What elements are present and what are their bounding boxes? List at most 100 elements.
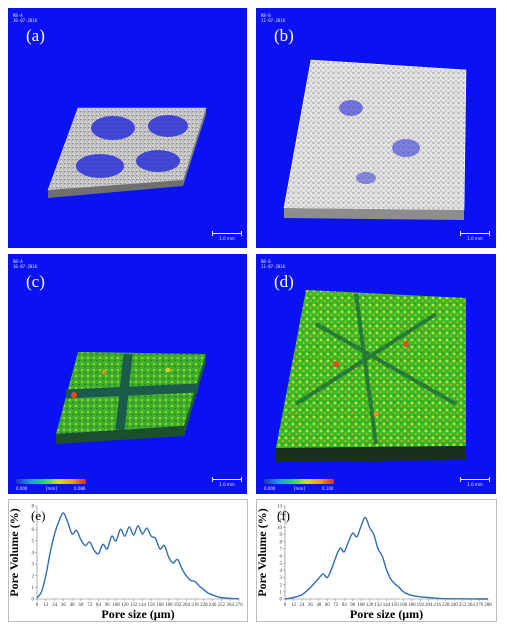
- chart-label: (e): [31, 508, 45, 523]
- panel-b-label: (b): [274, 26, 294, 45]
- x-tick-label: 48: [316, 603, 322, 608]
- panel-c-thickness-map: [56, 352, 206, 444]
- y-tick-label: 6: [32, 528, 35, 533]
- x-tick-label: 240: [450, 603, 458, 608]
- x-tick-label: 108: [357, 603, 365, 608]
- x-tick-label: 264: [467, 603, 475, 608]
- panel-d-scalebar: 1.0 mm: [460, 477, 490, 487]
- panel-a-fiber-block: [47, 107, 207, 198]
- y-tick-label: 6: [280, 555, 283, 560]
- x-tick-label: 288: [484, 603, 492, 608]
- x-tick-label: 120: [366, 603, 374, 608]
- x-tick-label: 252: [218, 603, 226, 608]
- panel-c-colorbar-max: 0.086: [74, 486, 86, 491]
- x-axis-title: Pore size (μm): [101, 607, 174, 621]
- y-tick-label: 0: [280, 598, 283, 603]
- panel-c-colorbar-unit: [mm]: [46, 486, 57, 491]
- x-tick-label: 228: [442, 603, 450, 608]
- x-tick-label: 168: [156, 603, 164, 608]
- chart-f: 0 12 24 36 48 60 72 84 96 108 120 132 144 156 168 180 19…: [255, 499, 497, 622]
- y-tick-label: 12: [277, 512, 283, 517]
- y-tick-label: 10: [277, 526, 283, 531]
- panel-a-image: RB-A 16-07-2016 (a) 1.0 mm: [8, 8, 247, 248]
- y-tick-label: 3: [280, 576, 283, 581]
- series-line: [284, 516, 489, 600]
- x-tick-label: 276: [235, 603, 243, 608]
- x-tick-label: 216: [434, 603, 442, 608]
- x-tick-label: 24: [299, 603, 305, 608]
- y-axis-title: Pore Volume (%): [9, 508, 21, 596]
- x-tick-label: 204: [183, 603, 191, 608]
- panel-c-label: (c): [26, 272, 45, 291]
- x-tick-label: 0: [36, 603, 39, 608]
- x-tick-label: 156: [391, 603, 399, 608]
- y-tick-label: 9: [280, 533, 283, 538]
- x-tick-label: 48: [70, 603, 76, 608]
- x-tick-label: 144: [139, 603, 147, 608]
- panel-d-label: (d): [274, 272, 294, 291]
- y-tick-label: 1: [280, 590, 283, 595]
- x-tick-label: 60: [78, 603, 84, 608]
- x-tick-label: 72: [87, 603, 93, 608]
- x-tick-label: 36: [308, 603, 314, 608]
- chart-label: (f): [277, 508, 290, 523]
- y-tick-label: 1: [32, 586, 35, 591]
- x-tick-label: 180: [165, 603, 173, 608]
- panel-b-image: RB-B 11-07-2016 (b) 1.0 mm: [256, 8, 496, 248]
- panel-d-image: RB-B 11-07-2016 (d) 0.000 [mm] 0.100 1.0…: [256, 254, 496, 494]
- y-tick-label: 7: [280, 548, 283, 553]
- series-line: [36, 512, 240, 600]
- y-tick-label: 5: [280, 562, 283, 567]
- panel-c-meta: RB-A 16-07-2016: [13, 259, 38, 269]
- panel-a-label: (a): [26, 26, 45, 45]
- x-tick-label: 156: [147, 603, 155, 608]
- x-tick-label: 264: [226, 603, 234, 608]
- panel-d-colorbar-unit: [mm]: [294, 486, 305, 491]
- y-tick-label: 8: [32, 505, 35, 510]
- x-tick-label: 192: [174, 603, 182, 608]
- y-tick-label: 4: [32, 551, 35, 556]
- x-tick-label: 72: [333, 603, 339, 608]
- y-tick-label: 4: [280, 569, 283, 574]
- x-tick-label: 144: [383, 603, 391, 608]
- x-tick-label: 276: [476, 603, 484, 608]
- x-tick-label: 0: [284, 603, 287, 608]
- x-tick-label: 240: [209, 603, 217, 608]
- x-tick-label: 168: [400, 603, 408, 608]
- x-tick-label: 96: [350, 603, 356, 608]
- y-tick-label: 8: [280, 540, 283, 545]
- panel-d-colorbar: [264, 479, 334, 484]
- x-tick-label: 180: [408, 603, 416, 608]
- x-tick-label: 216: [191, 603, 199, 608]
- panel-d-colorbar-max: 0.100: [322, 486, 334, 491]
- x-tick-label: 132: [130, 603, 138, 608]
- y-tick-label: 2: [280, 583, 283, 588]
- panel-b-scalebar: 1.0 mm: [460, 231, 490, 241]
- y-tick-label: 3: [32, 563, 35, 568]
- x-tick-label: 192: [417, 603, 425, 608]
- chart-f-svg: 0 12 24 36 48 60 72 84 96 108 120 132 144 156 168 180 19…: [255, 505, 492, 621]
- panel-a-scalebar: 1.0 mm: [212, 231, 242, 241]
- chart-e-svg: 0 12 24 36 48 60 72 84 96 108 120 132 144 156 168 180 19…: [7, 505, 243, 621]
- y-tick-label: 0: [32, 598, 35, 603]
- panel-a-meta: RB-A 16-07-2016: [13, 13, 38, 23]
- panel-c-scalebar: 1.0 mm: [212, 477, 242, 487]
- y-tick-label: 11: [277, 519, 282, 524]
- panel-c-image: RB-A 16-07-2016 (c) 0.000 [mm] 0.086 1.0…: [8, 254, 247, 494]
- x-tick-label: 24: [52, 603, 58, 608]
- x-tick-label: 132: [374, 603, 382, 608]
- x-tick-label: 228: [200, 603, 208, 608]
- y-tick-label: 13: [277, 505, 283, 510]
- y-tick-label: 7: [32, 516, 35, 521]
- x-tick-label: 84: [96, 603, 102, 608]
- y-tick-label: 5: [32, 539, 35, 544]
- x-tick-label: 84: [342, 603, 348, 608]
- x-tick-label: 96: [105, 603, 111, 608]
- panel-c-colorbar: [16, 479, 86, 484]
- panel-b-meta: RB-B 11-07-2016: [261, 13, 286, 23]
- x-tick-label: 60: [325, 603, 331, 608]
- x-tick-label: 12: [291, 603, 297, 608]
- panel-b-fiber-block: [283, 59, 467, 220]
- panel-d-meta: RB-B 11-07-2016: [261, 259, 286, 269]
- panel-d-thickness-map: [276, 290, 466, 462]
